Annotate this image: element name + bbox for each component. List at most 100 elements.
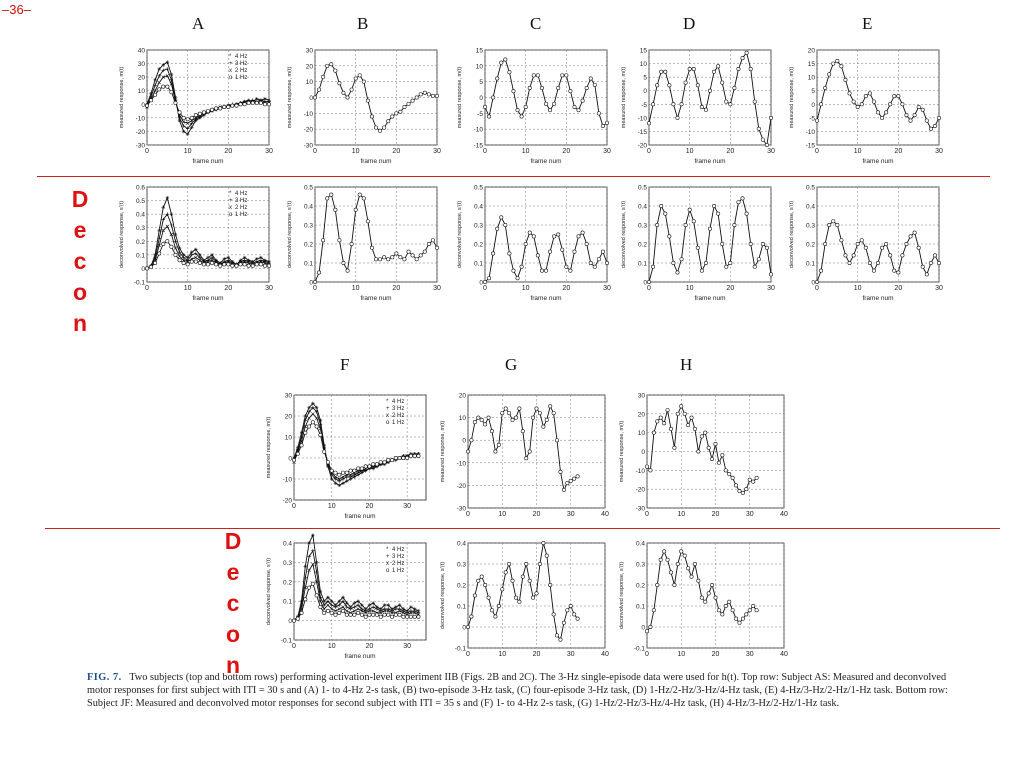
- x-tick-label: 10: [854, 148, 862, 155]
- data-point: [310, 420, 315, 425]
- data-point: [242, 262, 247, 267]
- data-point: [655, 222, 660, 227]
- data-point: [727, 472, 732, 477]
- data-point: [222, 257, 227, 261]
- y-tick-label: -30: [457, 506, 467, 513]
- data-point: [341, 261, 346, 266]
- data-point: [541, 540, 546, 546]
- y-tick-label: -10: [638, 115, 648, 122]
- data-point: [337, 483, 342, 488]
- legend-symbol: o: [229, 75, 233, 81]
- legend-entry: 1 Hz: [235, 75, 247, 81]
- data-point: [169, 72, 174, 77]
- x-tick-label: 10: [498, 651, 506, 658]
- legend-symbol: o: [229, 212, 233, 218]
- data-point: [210, 255, 214, 260]
- y-tick-label: 0.3: [806, 223, 815, 230]
- data-point: [740, 616, 745, 621]
- data-point: [576, 108, 581, 113]
- y-tick-label: 0.1: [474, 261, 483, 268]
- y-tick-label: 0.4: [638, 204, 647, 211]
- data-point: [390, 255, 395, 260]
- data-point: [548, 108, 553, 113]
- legend-symbol: *: [386, 547, 389, 553]
- y-tick-label: -0.1: [281, 638, 293, 645]
- data-point: [499, 215, 504, 220]
- x-tick-label: 10: [522, 148, 530, 155]
- data-point: [659, 69, 664, 74]
- data-point: [435, 245, 440, 250]
- data-point: [374, 462, 379, 467]
- plot-frame: [146, 186, 270, 283]
- data-point: [169, 90, 174, 95]
- data-point: [932, 124, 937, 129]
- x-tick-label: 0: [313, 148, 317, 155]
- data-point: [744, 612, 749, 617]
- data-point: [194, 251, 198, 256]
- data-point: [390, 609, 394, 613]
- y-tick-label: 5: [811, 88, 815, 95]
- decon-letter: o: [225, 621, 241, 647]
- data-point: [321, 74, 326, 79]
- data-point: [412, 614, 417, 619]
- data-point: [314, 570, 319, 574]
- data-point: [412, 453, 417, 458]
- data-point: [161, 63, 166, 67]
- data-point: [181, 253, 186, 257]
- data-point: [295, 616, 300, 621]
- data-point: [365, 219, 370, 224]
- data-point: [367, 603, 372, 607]
- data-point: [691, 219, 696, 224]
- data-point: [723, 468, 728, 473]
- data-point: [924, 272, 929, 277]
- data-point: [843, 77, 848, 82]
- data-point: [194, 247, 198, 252]
- data-point: [299, 599, 304, 603]
- data-point: [367, 607, 372, 611]
- data-point: [687, 207, 692, 212]
- y-tick-label: 10: [459, 415, 467, 422]
- y-tick-label: 10: [306, 79, 314, 86]
- data-point: [390, 611, 394, 615]
- data-point: [880, 245, 885, 250]
- data-point: [740, 196, 745, 201]
- data-point: [867, 261, 872, 266]
- legend-entry: 3 Hz: [392, 406, 404, 412]
- data-point: [348, 477, 353, 481]
- x-tick-label: 30: [433, 148, 441, 155]
- data-point: [692, 561, 697, 566]
- y-tick-label: 20: [306, 63, 314, 70]
- data-point: [157, 87, 162, 92]
- data-point: [556, 85, 561, 90]
- data-point: [671, 102, 676, 107]
- legend-entry: 4 Hz: [235, 54, 247, 60]
- data-point: [161, 68, 166, 73]
- x-tick-label: 20: [224, 285, 232, 292]
- data-point: [734, 616, 739, 621]
- data-point: [185, 262, 190, 267]
- data-point: [548, 404, 553, 409]
- data-point: [507, 70, 512, 75]
- data-point: [189, 259, 194, 264]
- data-point: [363, 464, 368, 469]
- data-point: [658, 415, 663, 420]
- data-point: [382, 607, 387, 611]
- data-point: [329, 473, 334, 477]
- data-point: [371, 462, 376, 467]
- data-point: [333, 477, 338, 481]
- data-point: [496, 604, 501, 609]
- y-tick-label: 0: [643, 280, 647, 287]
- data-point: [665, 557, 670, 562]
- data-point: [679, 102, 684, 107]
- data-point: [333, 481, 338, 485]
- y-tick-label: -10: [474, 127, 484, 134]
- data-point: [851, 253, 856, 258]
- data-point: [706, 591, 711, 596]
- plot-b-deconvolved: 0 0.1 0.2 0.3 0.4 0.5 0 10 20 30 frame num deconvol…: [287, 185, 441, 303]
- y-tick-label: 0.1: [136, 252, 145, 259]
- data-point: [345, 479, 349, 483]
- data-point: [311, 401, 315, 406]
- data-point: [161, 84, 166, 89]
- y-tick-label: 30: [306, 48, 314, 55]
- data-point: [751, 479, 756, 484]
